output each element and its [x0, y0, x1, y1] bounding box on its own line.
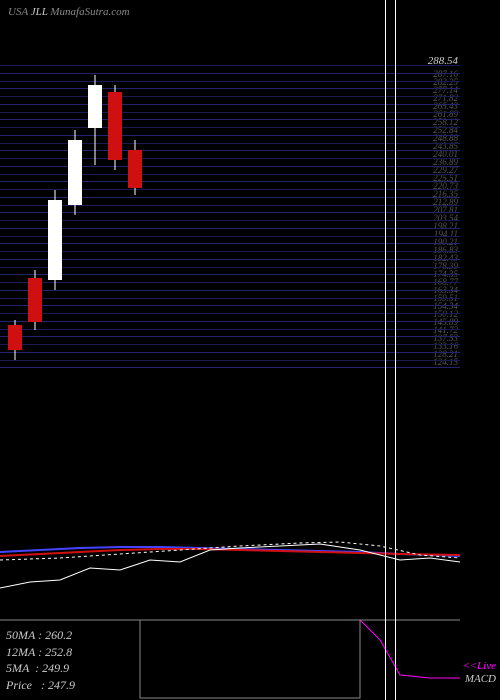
- macd-label: MACD: [465, 673, 496, 685]
- ma-stats-block: 50MA : 260.212MA : 252.85MA : 249.9Price…: [6, 627, 75, 694]
- candle: [28, 20, 42, 500]
- symbol-label: JLL: [31, 6, 48, 18]
- candle: [128, 20, 142, 500]
- chart-header: USA JLL MunafaSutra.com: [8, 6, 130, 18]
- candle: [68, 20, 82, 500]
- top-price-label: 288.54: [428, 55, 458, 67]
- stat-row: Price : 247.9: [6, 677, 75, 694]
- vertical-cursor: [385, 0, 386, 700]
- country-label: USA: [8, 6, 28, 18]
- stat-row: 5MA : 249.9: [6, 660, 75, 677]
- candle: [108, 20, 122, 500]
- live-label: <<Live: [462, 660, 496, 672]
- stat-row: 50MA : 260.2: [6, 627, 75, 644]
- candle: [8, 20, 22, 500]
- indicator-panel: [0, 510, 460, 590]
- indicator-lines: [0, 510, 460, 590]
- stock-chart-container: USA JLL MunafaSutra.com 288.54 287.16282…: [0, 0, 500, 700]
- main-price-plot: 288.54 287.16282.25277.14271.82265.43261…: [0, 20, 460, 500]
- vertical-cursor: [395, 0, 396, 700]
- site-label: MunafaSutra.com: [50, 6, 129, 18]
- candle: [48, 20, 62, 500]
- stat-row: 12MA : 252.8: [6, 644, 75, 661]
- candle: [88, 20, 102, 500]
